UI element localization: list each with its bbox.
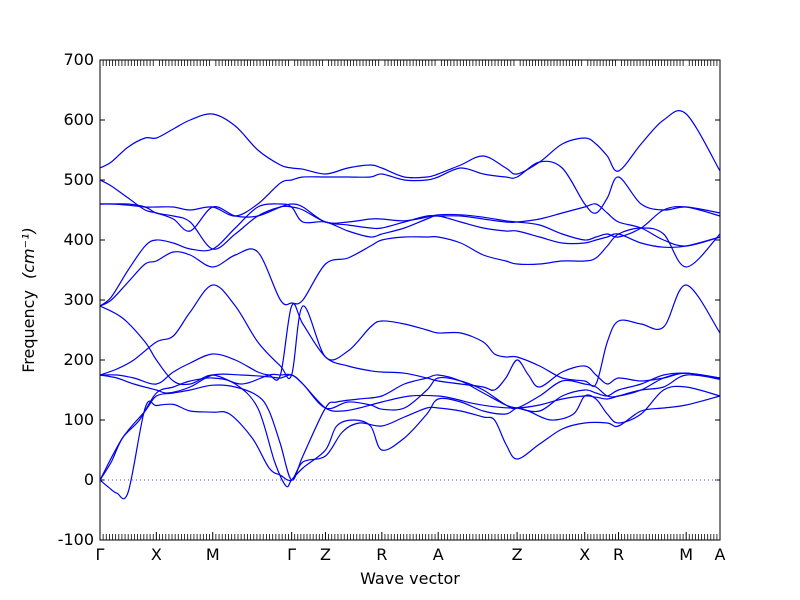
phonon-branch-12 [99, 160, 721, 217]
phonon-branch-8 [99, 227, 721, 307]
y-axis-title-unit: (cm⁻¹) [19, 227, 38, 279]
x-tick-label: R [613, 545, 624, 564]
y-tick-label: 500 [63, 170, 94, 189]
y-tick-label: 600 [63, 110, 94, 129]
phonon-branch-5 [99, 305, 721, 411]
x-axis-title: Wave vector [360, 569, 460, 588]
x-tick-label: Γ [96, 545, 105, 564]
y-tick-label: 200 [63, 350, 94, 369]
x-tick-label: M [679, 545, 693, 564]
y-tick-label: 300 [63, 290, 94, 309]
x-tick-label: Z [320, 545, 331, 564]
x-tick-label: M [206, 545, 220, 564]
x-tick-label: X [579, 545, 590, 564]
y-tick-label: 100 [63, 410, 94, 429]
x-tick-label: Γ [287, 545, 296, 564]
y-tick-label: 400 [63, 230, 94, 249]
x-tick-label: Z [512, 545, 523, 564]
x-tick-label: A [715, 545, 726, 564]
y-tick-label: -100 [58, 530, 94, 549]
x-tick-label: R [376, 545, 387, 564]
y-tick-group: -100 0 100 200 300 400 500 600 700 [58, 50, 720, 549]
phonon-branch-2 [99, 377, 721, 488]
phonon-branch-4 [99, 373, 721, 412]
x-tick-label: A [433, 545, 444, 564]
y-axis-title-text: Frequency [19, 290, 38, 373]
x-tick-label: X [151, 545, 162, 564]
plot-frame [99, 59, 721, 541]
phonon-branch-9 [99, 203, 721, 307]
y-axis-title: Frequency (cm⁻¹) [19, 227, 38, 372]
y-tick-label: 700 [63, 50, 94, 69]
phonon-branch-6 [99, 303, 721, 391]
y-tick-label: 0 [84, 470, 94, 489]
phonon-branch-7 [99, 284, 721, 388]
phonon-branch-13 [99, 110, 721, 179]
series-group [99, 110, 721, 500]
phonon-branch-3 [99, 372, 721, 481]
phonon-branch-11 [99, 179, 721, 241]
